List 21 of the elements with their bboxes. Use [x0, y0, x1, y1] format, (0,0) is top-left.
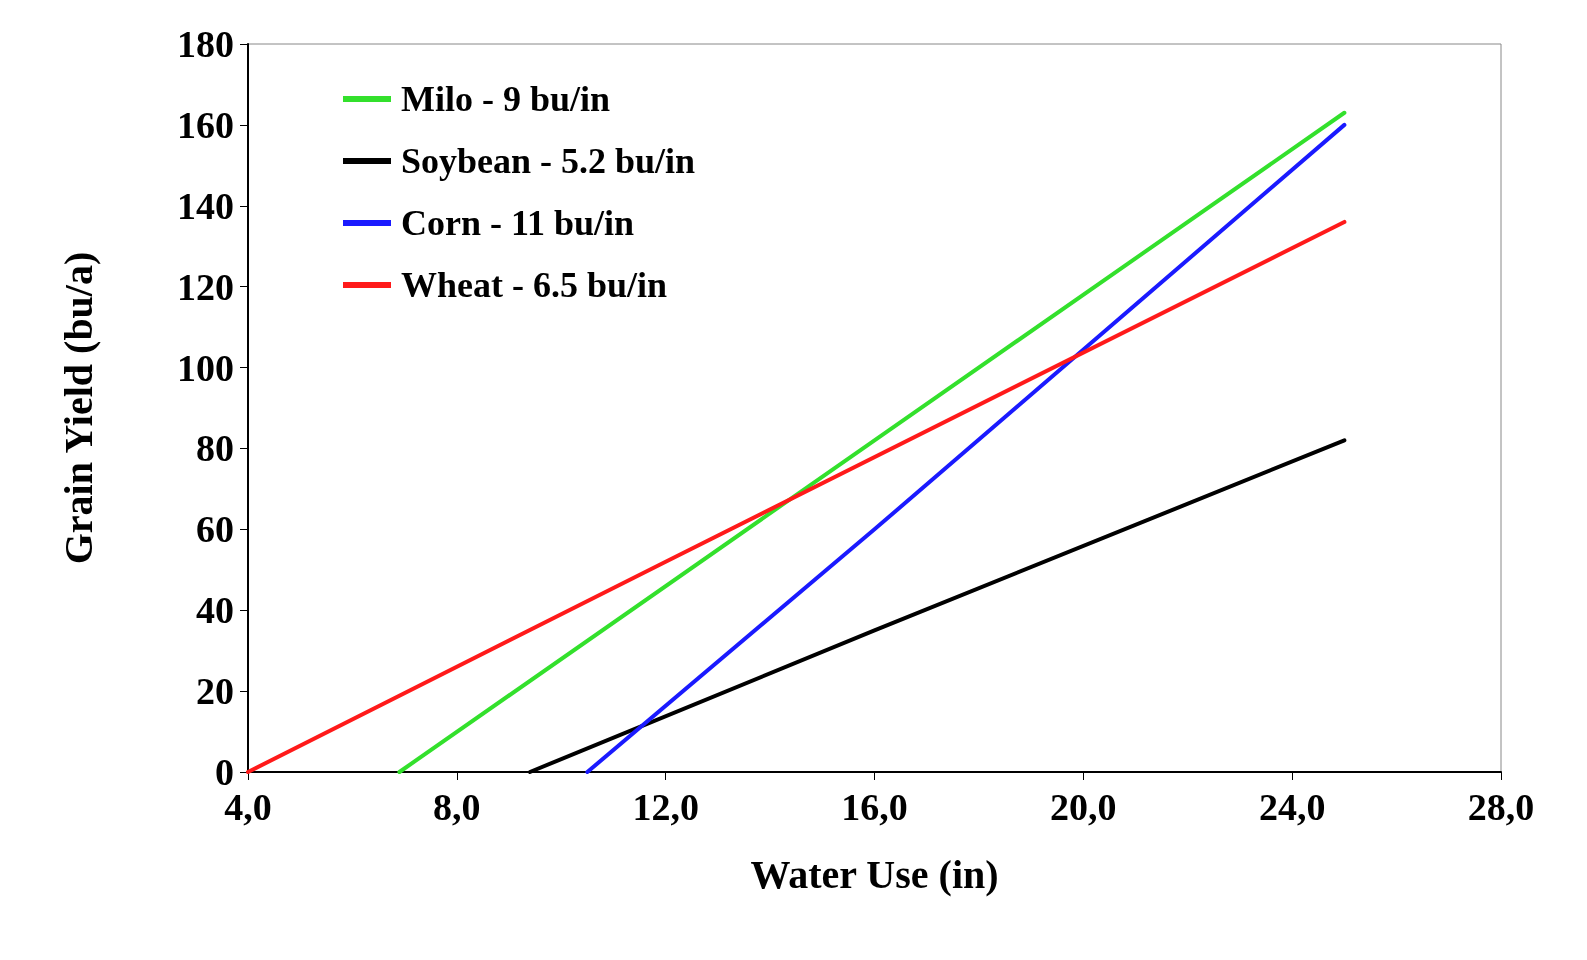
x-axis-title: Water Use (in) [750, 851, 999, 897]
x-tick-label: 20,0 [1050, 786, 1117, 828]
x-tick-label: 8,0 [433, 786, 481, 828]
x-tick-label: 12,0 [632, 786, 699, 828]
x-tick-label: 24,0 [1258, 786, 1326, 828]
y-tick-label: 60 [196, 508, 234, 551]
y-tick-label: 180 [177, 23, 234, 65]
legend-label: Soybean - 5.2 bu/in [401, 141, 696, 181]
y-tick-label: 100 [177, 346, 234, 389]
x-tick-label: 16,0 [841, 786, 908, 828]
y-tick-label: 160 [177, 103, 234, 146]
y-tick-label: 40 [196, 589, 234, 632]
y-tick-label: 120 [177, 265, 234, 308]
x-tick-label: 28,0 [1467, 786, 1535, 828]
legend-label: Wheat - 6.5 bu/in [401, 265, 668, 305]
legend-label: Corn - 11 bu/in [401, 203, 635, 243]
y-axis-title: Grain Yield (bu/a) [55, 251, 101, 565]
y-tick-label: 20 [196, 670, 234, 713]
y-tick-label: 140 [177, 184, 234, 227]
legend-label: Milo - 9 bu/in [401, 79, 611, 119]
y-tick-label: 80 [196, 427, 234, 470]
